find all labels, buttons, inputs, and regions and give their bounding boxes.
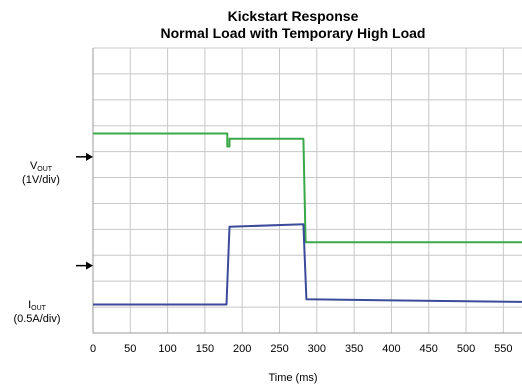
iout-trace bbox=[93, 223, 522, 306]
x-tick-label: 100 bbox=[158, 343, 176, 355]
iout-scale: (0.5A/div) bbox=[13, 313, 61, 325]
x-tick-label: 200 bbox=[233, 343, 251, 355]
vout-trace bbox=[93, 132, 522, 244]
channel-markers bbox=[76, 152, 93, 270]
x-tick-label: 350 bbox=[345, 343, 363, 355]
traces bbox=[93, 132, 522, 306]
x-tick-label: 300 bbox=[308, 343, 326, 355]
x-tick-label: 150 bbox=[196, 343, 214, 355]
x-tick-label: 50 bbox=[124, 343, 136, 355]
grid bbox=[92, 47, 522, 334]
vout-scale: (1V/div) bbox=[22, 174, 60, 186]
iout-marker-arrow-icon bbox=[86, 152, 93, 161]
iout-channel-label: IOUT (0.5A/div) bbox=[2, 299, 72, 326]
x-axis-label: Time (ms) bbox=[268, 372, 317, 384]
x-tick-label: 250 bbox=[270, 343, 288, 355]
x-tick-label: 0 bbox=[90, 343, 96, 355]
iout-name: IOUT bbox=[28, 299, 46, 312]
x-tick-label: 500 bbox=[457, 343, 475, 355]
chart-subtitle: Normal Load with Temporary High Load bbox=[160, 25, 426, 41]
x-tick-label: 450 bbox=[420, 343, 438, 355]
chart-title: Kickstart Response bbox=[227, 8, 359, 24]
vout-marker-arrow-icon bbox=[86, 261, 93, 270]
vout-channel-label: VOUT (1V/div) bbox=[6, 160, 76, 187]
x-tick-label: 400 bbox=[382, 343, 400, 355]
vout-name: VOUT bbox=[29, 160, 53, 173]
x-axis-ticks: 0 50 100 150 200 250 300 350 400 450 500 550 bbox=[90, 343, 513, 355]
x-tick-label: 550 bbox=[494, 343, 512, 355]
